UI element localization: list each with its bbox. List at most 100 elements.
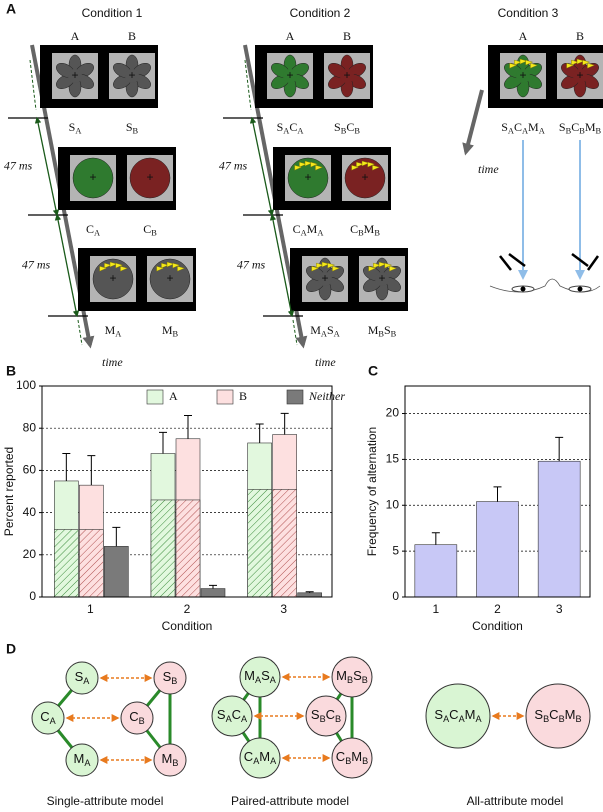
label-sub: B [579,127,585,136]
label-sub: A [241,714,248,724]
motion-arrow [389,265,398,272]
x-axis-label: Condition [162,619,213,633]
label-main: M [465,707,476,722]
label-sub: A [115,330,121,339]
label-sub: B [151,229,157,238]
subscript-label: SACAMA [434,707,482,724]
pupil [577,286,583,292]
label-main: C [549,707,558,722]
label-main: C [86,222,94,236]
condition-title: Condition 1 [82,6,143,20]
fixation: + [378,271,385,285]
subscript-label: SA [75,669,91,686]
label-sub: B [173,330,179,339]
subscript-label: SBCBMB [534,707,581,724]
legend-label: Neither [308,389,345,403]
fixation: + [576,68,583,82]
label-sub: B [320,714,326,724]
node [239,656,281,698]
column-label: B [576,29,584,43]
label-sub: B [374,229,380,238]
label-main: C [232,707,241,722]
bar [414,544,458,598]
panel-label: A [6,1,16,17]
node [425,683,491,749]
motion-arrow [351,164,360,171]
node [65,661,99,695]
label-main: S [434,707,443,722]
interval-dash [77,319,83,346]
hatched-bar [175,499,201,598]
y-tick-label: 0 [392,589,399,603]
subscript-label: SACA [217,707,248,724]
motion-arrow [367,161,376,168]
error-bar [112,526,121,547]
motion-arrow [299,161,307,168]
motion-arrow [566,62,575,69]
center [283,69,297,83]
mirror [586,255,600,271]
label-main: S [277,120,284,134]
label-main: S [327,323,334,337]
error-bar [255,423,264,443]
center [125,69,139,83]
label-main: C [571,120,579,134]
column-label: A [286,29,295,43]
hatched-bar [272,489,297,598]
disc [72,157,114,199]
label-main: M [307,222,318,236]
hatched-bar [54,529,79,598]
bar [200,588,226,598]
x-tick-label: 1 [87,602,94,616]
label-sub: B [139,716,145,726]
label-main: M [310,323,321,337]
x-axis-label: Condition [472,619,523,633]
label-sub: B [354,127,360,136]
label-sub: B [358,229,364,238]
center [516,69,530,83]
motion-arrow [316,262,324,269]
label-main: M [162,751,173,766]
error-bar [305,591,314,593]
label-sub: A [75,127,81,136]
plot-frame [404,385,591,598]
motion-arrow [571,59,579,66]
column-label: B [343,29,351,43]
interval-arrow [269,213,295,318]
subscript-label: CA [40,709,56,726]
label-sub: A [317,229,323,238]
error-bar [555,436,564,462]
label-main: M [244,668,255,683]
node [239,737,281,779]
label-main: S [261,668,270,683]
fixation: + [286,68,293,82]
label-sub: A [84,758,91,768]
subscript-label: MA [74,751,92,768]
interval-dash [244,59,252,111]
panel-label: C [368,363,378,379]
label-main: C [289,120,297,134]
label-sub: A [297,127,303,136]
column-label: A [519,29,528,43]
y-tick-label: 60 [23,463,37,477]
label-sub: B [171,676,177,686]
motion-arrow [156,265,165,272]
fixation: + [519,68,526,82]
node [305,695,347,737]
label-main: S [559,120,566,134]
label-main: S [75,669,84,684]
mirror [499,255,512,271]
bar [537,460,581,598]
fixation: + [304,170,311,184]
motion-arrow [361,160,370,167]
interval-label: 47 ms [22,257,51,271]
x-tick-label: 2 [494,602,501,616]
label-main: M [364,222,375,236]
error-bar [431,532,440,545]
label-sub: B [378,330,384,339]
legend-swatch [146,389,164,405]
label-main: C [143,222,151,236]
label-sub: A [522,127,528,136]
motion-arrow [530,62,539,69]
